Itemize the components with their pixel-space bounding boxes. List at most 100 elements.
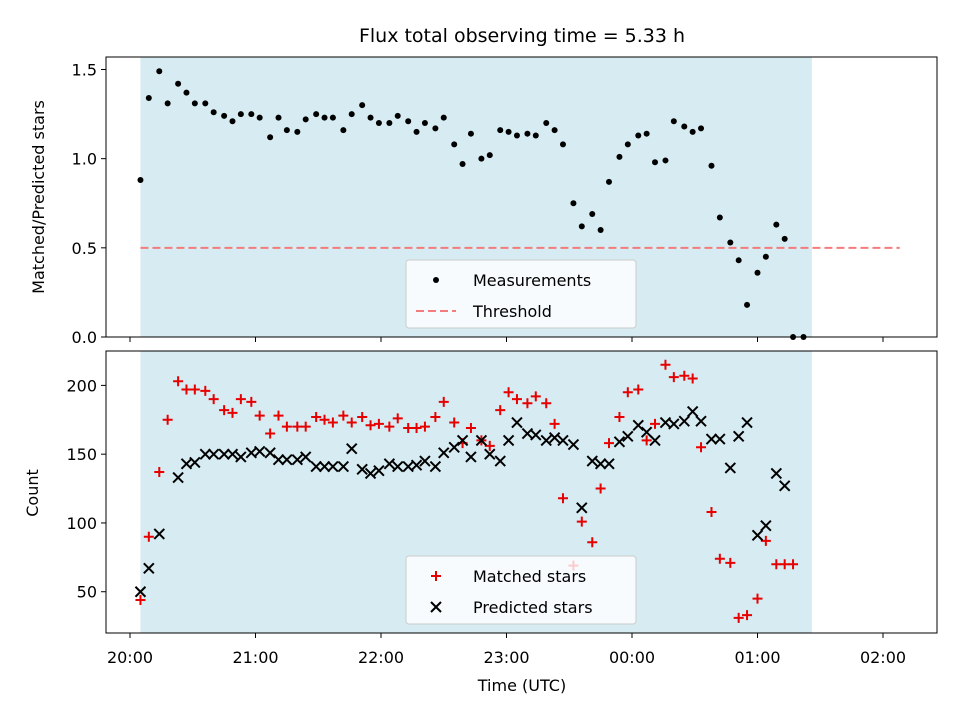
- bottom-matched-star-point: [254, 410, 265, 421]
- top-measurement-point: [635, 132, 642, 139]
- bottom-predicted-star-point: [264, 447, 276, 459]
- bottom-matched-star-point: [679, 370, 690, 381]
- bottom-matched-star-point: [162, 414, 173, 425]
- bottom-matched-star-point: [403, 423, 414, 434]
- bottom-matched-star-point: [549, 418, 560, 429]
- bottom-predicted-star-point: [291, 453, 304, 466]
- bottom-matched-star-point: [696, 442, 707, 453]
- top-measurement-point: [467, 130, 474, 137]
- bottom-matched-star-point: [208, 394, 219, 405]
- top-measurement-point: [175, 80, 182, 87]
- bottom-x-tick-label: 01:00: [734, 648, 780, 667]
- bottom-axes-frame: [105, 350, 938, 634]
- top-measurement-point: [210, 109, 217, 116]
- top-measurement-point: [283, 127, 290, 134]
- bottom-predicted-star-point: [668, 418, 680, 430]
- top-y-tick-label: 1.0: [72, 150, 97, 169]
- bottom-predicted-star-point: [272, 453, 285, 466]
- top-measurement-point: [248, 111, 255, 118]
- top-measurement-point: [359, 102, 366, 109]
- top-measurement-point: [513, 132, 520, 139]
- top-axes-frame: [105, 56, 938, 338]
- top-measurement-point: [551, 127, 558, 134]
- top-measurement-point: [505, 128, 512, 135]
- top-measurement-point: [137, 177, 144, 184]
- top-measurement-point: [744, 301, 751, 308]
- bottom-predicted-star-point: [678, 415, 690, 427]
- top-measurement-point: [670, 118, 677, 125]
- top-measurement-point: [183, 89, 190, 96]
- top-measurement-point: [294, 128, 301, 135]
- top-measurement-point: [302, 116, 309, 123]
- bottom-matched-star-point: [273, 410, 284, 421]
- bottom-matched-star-point: [227, 407, 238, 418]
- bottom-predicted-star-point: [530, 429, 542, 441]
- bottom-predicted-star-point: [751, 529, 764, 542]
- top-measurement-point: [405, 118, 412, 125]
- top-measurement-point: [570, 200, 577, 207]
- bottom-legend-label: Matched stars: [473, 567, 586, 586]
- bottom-predicted-star-point: [383, 458, 396, 470]
- bottom-matched-star-point: [143, 531, 154, 542]
- bottom-legend: Matched stars Predicted stars: [405, 555, 637, 625]
- bottom-predicted-star-point: [189, 456, 201, 469]
- top-measurement-point: [321, 114, 328, 121]
- top-measurement-point: [616, 153, 623, 160]
- bottom-matched-star-point: [687, 373, 698, 384]
- bottom-legend-label: Predicted stars: [473, 598, 593, 617]
- bottom-matched-star-point: [503, 387, 514, 398]
- top-measurement-point: [754, 269, 761, 276]
- bottom-matched-star-point: [614, 412, 625, 423]
- bottom-predicted-star-point: [705, 433, 718, 445]
- top-measurement-point: [762, 253, 769, 260]
- bottom-matched-star-point: [135, 594, 146, 605]
- bottom-predicted-star-point: [586, 455, 598, 467]
- top-measurement-point: [394, 112, 401, 119]
- top-measurement-point: [478, 155, 485, 162]
- bottom-predicted-star-point: [429, 460, 442, 473]
- top-measurement-point: [237, 111, 244, 118]
- bottom-predicted-star-point: [235, 451, 247, 463]
- bottom-predicted-star-point: [686, 405, 699, 418]
- chart-title: Flux total observing time = 5.33 h: [359, 25, 685, 47]
- bottom-matched-star-point: [752, 593, 763, 604]
- top-measurement-point: [440, 114, 447, 121]
- bottom-matched-star-point: [650, 418, 661, 429]
- top-y-tick-label: 0.5: [72, 239, 97, 258]
- bottom-y-axis-label: Count: [23, 469, 42, 517]
- bottom-matched-star-point: [465, 423, 476, 434]
- top-measurement-point: [164, 100, 171, 107]
- top-measurement-point: [340, 127, 347, 134]
- bottom-predicted-star-point: [695, 415, 707, 427]
- bottom-matched-star-point: [265, 428, 276, 439]
- bottom-predicted-star-point: [207, 448, 220, 460]
- bottom-matched-star-point: [788, 559, 799, 570]
- bottom-predicted-star-point: [253, 445, 266, 458]
- top-measurement-point: [486, 152, 493, 159]
- bottom-matched-star-point: [595, 483, 606, 494]
- bottom-matched-star-point: [449, 417, 460, 428]
- top-measurement-point: [681, 123, 688, 130]
- top-measurement-point: [559, 141, 566, 148]
- top-legend-box: [405, 259, 637, 329]
- bottom-matched-star-point: [706, 506, 717, 517]
- bottom-y-tick-label: 100: [66, 514, 97, 533]
- bottom-matched-star-point: [587, 537, 598, 548]
- top-measurement-point: [727, 239, 734, 246]
- bottom-matched-star-point: [530, 391, 541, 402]
- bottom-y-tick-label: 200: [66, 376, 97, 395]
- top-y-axis-label: Matched/Predicted stars: [29, 100, 48, 294]
- bottom-x-tick-label: 23:00: [483, 648, 529, 667]
- bottom-predicted-star-point: [356, 463, 368, 476]
- top-measurement-point: [735, 257, 742, 264]
- top-measurement-point: [275, 114, 282, 121]
- bottom-matched-star-point: [219, 405, 230, 416]
- bottom-matched-star-point: [173, 376, 184, 387]
- bottom-matched-star-point: [641, 435, 652, 446]
- bottom-matched-star-point: [200, 385, 211, 396]
- top-measurement-point: [543, 119, 550, 126]
- bottom-matched-star-point: [495, 405, 506, 416]
- bottom-matched-star-point: [281, 421, 292, 432]
- bottom-matched-star-point: [438, 396, 449, 407]
- top-measurement-point: [202, 100, 209, 107]
